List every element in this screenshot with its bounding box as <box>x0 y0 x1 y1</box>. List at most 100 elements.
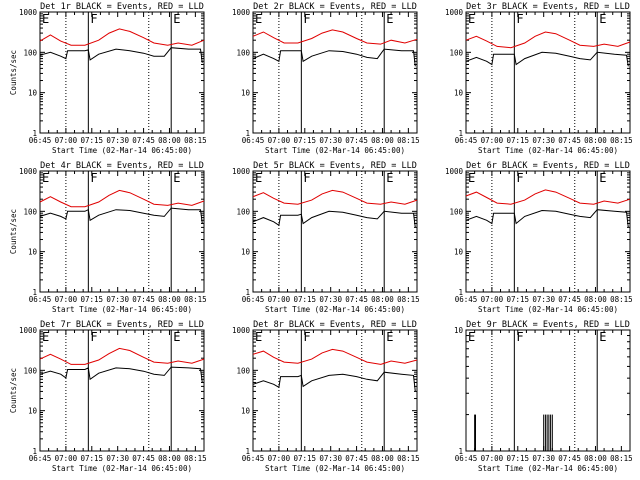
y-tick-label: 1 <box>32 447 37 456</box>
plot-frame <box>465 329 631 452</box>
plot-frame <box>252 170 418 293</box>
panel-title: Det 8r BLACK = Events, RED = LLD <box>253 320 417 330</box>
x-tick-label: 07:30 <box>319 136 342 145</box>
y-tick-label: 1 <box>458 129 463 138</box>
series-line-red <box>252 348 418 365</box>
x-tick-label: 07:45 <box>132 295 155 304</box>
y-tick-label: 100 <box>449 48 463 57</box>
panel-det-6: Det 6r BLACK = Events, RED = LLD 1 10 100 10… <box>445 161 633 314</box>
y-tick-label: 1000 <box>19 167 38 176</box>
segment-label: E <box>386 171 393 185</box>
plot-frame <box>39 170 205 293</box>
y-tick-label: 10 <box>454 248 464 257</box>
x-axis-label: Start Time (02-Mar-14 06:45:00) <box>478 464 618 473</box>
x-tick-label: 08:00 <box>371 454 394 463</box>
series-line-red <box>39 189 205 208</box>
x-tick-label: 07:45 <box>558 454 581 463</box>
x-tick-label: 07:30 <box>106 454 129 463</box>
x-tick-label: 08:00 <box>584 136 607 145</box>
x-tick-label: 07:30 <box>532 295 555 304</box>
x-tick-label: 06:45 <box>455 295 478 304</box>
panel-title: Det 2r BLACK = Events, RED = LLD <box>253 2 417 12</box>
segment-label: E <box>255 330 262 344</box>
segment-label: E <box>173 12 180 26</box>
y-tick-label: 100 <box>23 207 37 216</box>
panel-det-9: Det 9r BLACK = Events, RED = LLD 1 10 06:45… <box>454 320 633 473</box>
plot-frame <box>252 11 418 134</box>
plot-frame <box>39 329 205 452</box>
x-tick-label: 06:45 <box>29 295 52 304</box>
y-tick-label: 100 <box>23 366 37 375</box>
panel-title: Det 9r BLACK = Events, RED = LLD <box>466 320 630 330</box>
x-tick-label: 07:15 <box>507 136 530 145</box>
segment-label: F <box>303 330 310 344</box>
segment-label: E <box>468 330 475 344</box>
x-tick-label: 07:00 <box>481 454 504 463</box>
panel-det-3: Det 3r BLACK = Events, RED = LLD 1 10 100 10… <box>445 2 633 155</box>
segment-label: F <box>90 330 97 344</box>
segment-label: F <box>90 171 97 185</box>
x-tick-label: 07:45 <box>558 136 581 145</box>
y-tick-label: 1 <box>32 129 37 138</box>
x-axis-label: Start Time (02-Mar-14 06:45:00) <box>265 464 405 473</box>
plot-frame <box>465 11 631 134</box>
segment-label: E <box>173 330 180 344</box>
segment-label: E <box>468 12 475 26</box>
x-tick-label: 08:15 <box>610 136 633 145</box>
series-line-black <box>465 51 629 67</box>
segment-label: F <box>516 171 523 185</box>
x-axis-label: Start Time (02-Mar-14 06:45:00) <box>52 464 192 473</box>
series-line-black <box>465 209 629 228</box>
x-tick-label: 08:15 <box>397 295 420 304</box>
x-tick-label: 08:00 <box>158 295 181 304</box>
y-tick-label: 100 <box>449 207 463 216</box>
x-tick-label: 08:15 <box>610 454 633 463</box>
segment-label: E <box>468 171 475 185</box>
x-axis-label: Start Time (02-Mar-14 06:45:00) <box>478 146 618 155</box>
segment-label: F <box>303 171 310 185</box>
x-tick-label: 07:30 <box>319 295 342 304</box>
x-tick-label: 07:30 <box>106 136 129 145</box>
x-tick-label: 08:15 <box>184 136 207 145</box>
x-tick-label: 07:15 <box>294 295 317 304</box>
x-tick-label: 07:00 <box>268 136 291 145</box>
series-line-red <box>252 29 418 45</box>
y-tick-label: 1000 <box>19 326 38 335</box>
plot-frame <box>39 11 205 134</box>
x-tick-label: 07:30 <box>532 454 555 463</box>
x-tick-label: 07:00 <box>481 295 504 304</box>
x-tick-label: 08:15 <box>397 136 420 145</box>
segment-label: E <box>386 12 393 26</box>
x-tick-label: 07:45 <box>345 295 368 304</box>
y-tick-label: 1000 <box>232 167 251 176</box>
series-line-black <box>252 210 416 228</box>
plot-frame <box>465 170 631 293</box>
x-tick-label: 07:45 <box>558 295 581 304</box>
y-tick-label: 100 <box>236 48 250 57</box>
series-line-black <box>252 48 416 67</box>
x-tick-label: 07:30 <box>106 295 129 304</box>
x-tick-label: 08:00 <box>158 136 181 145</box>
series-line-red <box>39 347 205 365</box>
x-axis-label: Start Time (02-Mar-14 06:45:00) <box>52 305 192 314</box>
y-tick-label: 10 <box>454 326 464 335</box>
x-tick-label: 07:00 <box>55 136 78 145</box>
panel-title: Det 6r BLACK = Events, RED = LLD <box>466 161 630 171</box>
x-tick-label: 08:15 <box>184 454 207 463</box>
x-tick-label: 08:00 <box>158 454 181 463</box>
series-line-red <box>39 28 205 46</box>
y-tick-label: 1000 <box>19 8 38 17</box>
y-tick-label: 1 <box>245 447 250 456</box>
x-tick-label: 07:15 <box>81 295 104 304</box>
y-tick-label: 100 <box>236 366 250 375</box>
x-tick-label: 07:45 <box>345 454 368 463</box>
x-tick-label: 07:00 <box>268 295 291 304</box>
panel-title: Det 1r BLACK = Events, RED = LLD <box>40 2 204 12</box>
plot-frame <box>252 329 418 452</box>
panel-det-5: Det 5r BLACK = Events, RED = LLD 1 10 100 10… <box>232 161 420 314</box>
x-axis-label: Start Time (02-Mar-14 06:45:00) <box>52 146 192 155</box>
x-tick-label: 08:00 <box>584 295 607 304</box>
x-tick-label: 08:00 <box>371 136 394 145</box>
segment-label: E <box>386 330 393 344</box>
y-tick-label: 1000 <box>445 8 464 17</box>
